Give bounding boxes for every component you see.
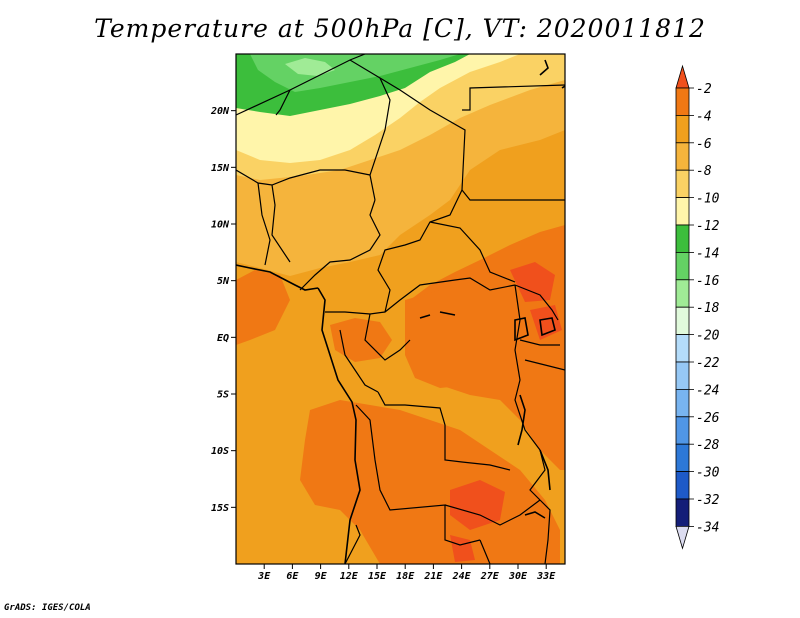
lat-tick-label: 15S xyxy=(211,503,229,514)
latitude-ticks: 20N 15N 10N 5N EQ 5S 10S 15S xyxy=(210,106,236,514)
colorbar-swatch xyxy=(675,197,690,226)
colorbar-label: -32 xyxy=(696,493,720,508)
lon-tick-label: 30E xyxy=(508,571,528,582)
band-minus4-to-minus2-central xyxy=(405,290,500,388)
colorbar-label: -8 xyxy=(696,164,712,179)
lon-tick-label: 21E xyxy=(423,571,443,582)
coastlines xyxy=(236,59,565,564)
colorbar-swatch xyxy=(675,251,690,281)
colorbar-label: -24 xyxy=(696,383,719,398)
lon-tick-label: 6E xyxy=(286,571,299,582)
band-minus18-to-minus16 xyxy=(285,58,335,76)
lat-tick-label: 10N xyxy=(211,220,230,231)
colorbar-swatch xyxy=(675,443,690,473)
colorbar-swatch xyxy=(675,361,690,390)
colorbar-label: -12 xyxy=(696,219,720,234)
lon-tick-label: 9E xyxy=(315,571,328,582)
colorbar-label: -18 xyxy=(696,301,720,316)
lat-tick-label: 10S xyxy=(211,446,229,457)
colorbar-label: -22 xyxy=(696,356,720,371)
colorbar-top-arrow xyxy=(675,64,690,89)
colorbar-label: -30 xyxy=(696,466,720,481)
colorbar: -2 -4 -6 -8 -10 -12 -14 -16 -18 -20 -22 -24 -26 -28 -3… xyxy=(675,64,720,550)
lon-tick-label: 12E xyxy=(340,571,359,582)
colorbar-swatch xyxy=(675,279,690,308)
lat-tick-label: EQ xyxy=(217,333,229,344)
colorbar-swatch xyxy=(675,115,690,144)
credit-label: GrADS: IGES/COLA xyxy=(4,603,91,613)
band-above-minus2-a xyxy=(450,480,505,530)
colorbar-swatch xyxy=(675,224,690,253)
lon-tick-label: 24E xyxy=(452,571,472,582)
colorbar-label: -20 xyxy=(696,329,720,344)
lat-tick-label: 15N xyxy=(211,163,230,174)
colorbar-swatch xyxy=(675,87,690,116)
colorbar-swatch xyxy=(675,471,690,500)
colorbar-swatch xyxy=(675,169,690,198)
lon-tick-label: 18E xyxy=(396,571,415,582)
colorbar-label: -2 xyxy=(696,82,712,97)
colorbar-bottom-arrow xyxy=(675,526,690,550)
lon-tick-label: 33E xyxy=(536,571,556,582)
plot-title: Temperature at 500hPa [C], VT: 202001181… xyxy=(94,14,706,43)
map-frame xyxy=(235,53,566,565)
colorbar-label: -34 xyxy=(696,520,719,535)
lat-tick-label: 5S xyxy=(217,390,229,401)
colorbar-label: -28 xyxy=(696,438,720,453)
colorbar-label: -10 xyxy=(696,192,720,207)
lon-tick-label: 15E xyxy=(368,571,387,582)
colorbar-label: -4 xyxy=(696,109,712,124)
lon-tick-label: 27E xyxy=(480,571,500,582)
band-above-minus2-d xyxy=(450,535,475,562)
colorbar-label: -16 xyxy=(696,274,720,289)
lat-tick-label: 20N xyxy=(210,106,230,117)
band-minus4-to-minus2-west xyxy=(236,270,290,345)
longitude-ticks: 3E 6E 9E 12E 15E 18E 21E 24E 27E 30E 33E xyxy=(257,564,556,582)
band-above-minus2-b xyxy=(510,262,555,302)
colorbar-swatch xyxy=(675,388,690,418)
colorbar-label: -14 xyxy=(696,246,719,261)
country-borders xyxy=(236,54,565,564)
lon-tick-label: 3E xyxy=(257,571,271,582)
temperature-field xyxy=(236,54,565,564)
colorbar-swatch xyxy=(675,334,690,363)
colorbar-swatch xyxy=(675,142,690,171)
colorbar-swatch xyxy=(675,306,690,336)
colorbar-swatch xyxy=(675,498,690,527)
colorbar-swatch xyxy=(675,416,690,445)
colorbar-label: -6 xyxy=(696,137,712,152)
lat-tick-label: 5N xyxy=(217,276,230,287)
colorbar-label: -26 xyxy=(696,411,720,426)
